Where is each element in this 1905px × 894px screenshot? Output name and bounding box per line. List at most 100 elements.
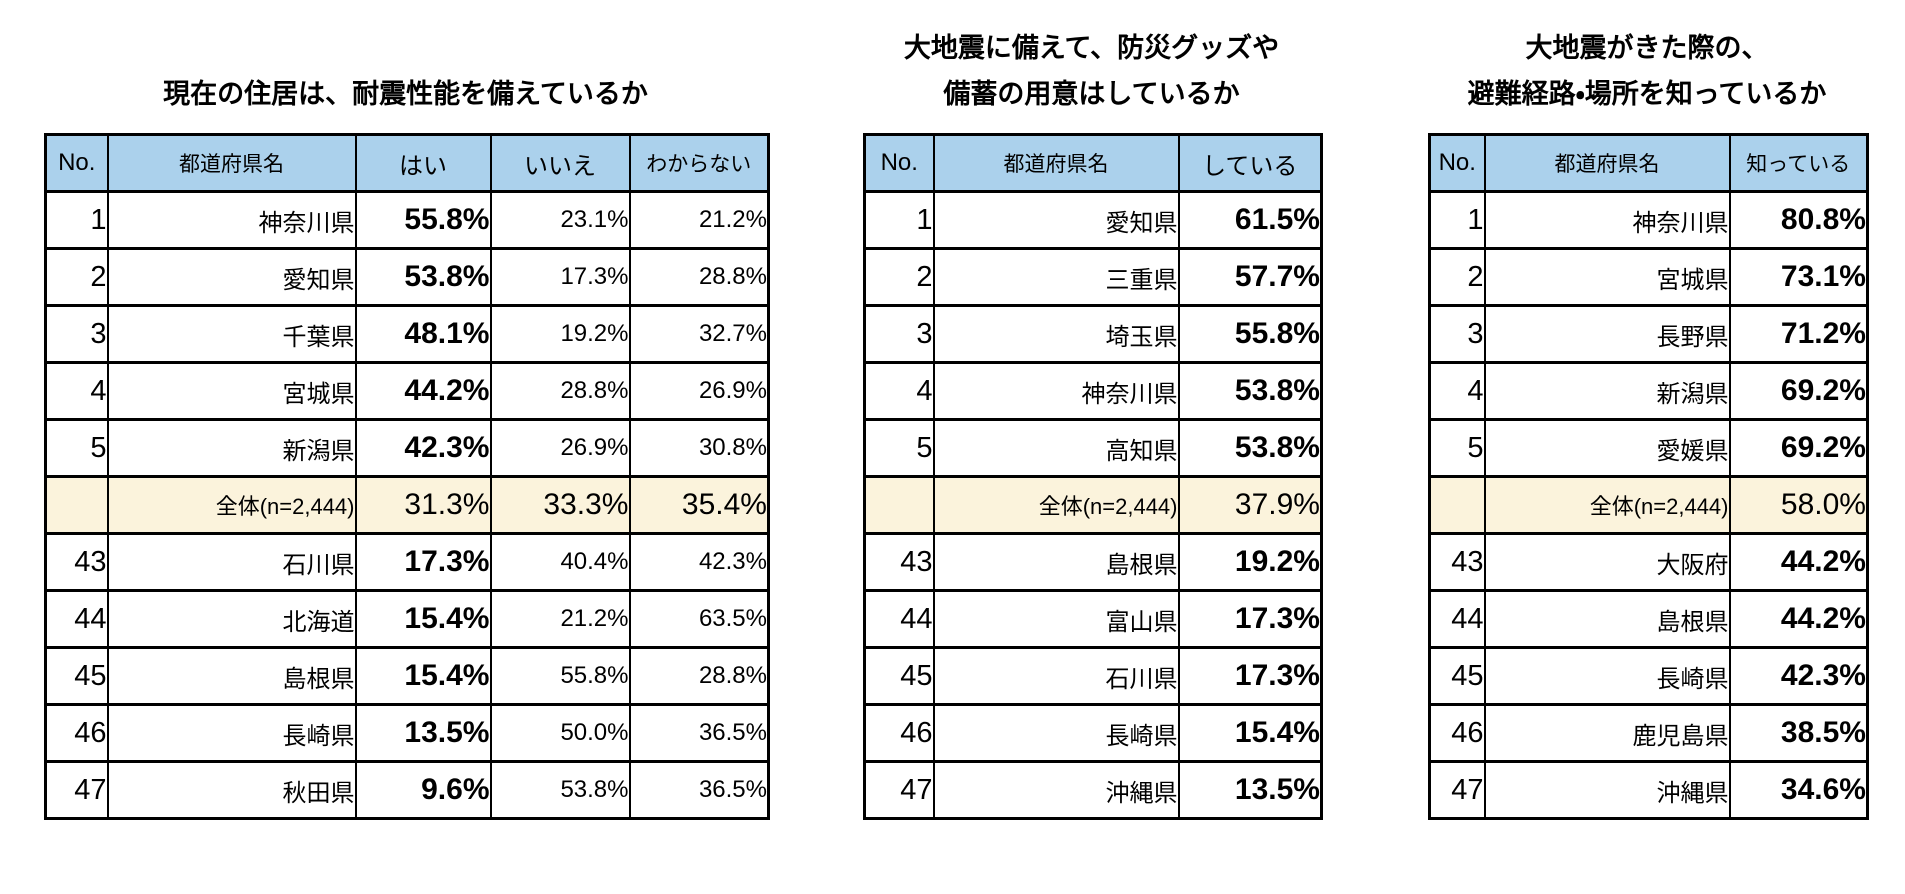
overall-label-cell: 全体(n=2,444) — [106, 475, 357, 535]
table-row: 3 埼玉県 55.8% — [863, 304, 1323, 364]
table-title: 現在の住居は、耐震性能を備えているか — [44, 0, 767, 133]
prefecture-name-cell: 愛知県 — [106, 247, 357, 307]
table-title-line: 避難経路・場所を知っているか — [1467, 79, 1827, 109]
table-row: 4 神奈川県 53.8% — [863, 361, 1323, 421]
rank-number-cell: 5 — [863, 418, 935, 478]
primary-value-cell: 31.3% — [354, 475, 492, 535]
rank-number-cell — [863, 475, 935, 535]
rank-number-cell: 44 — [1428, 589, 1486, 649]
rank-number-cell — [44, 475, 109, 535]
overall-total-row: 全体(n=2,444) 31.3% 33.3% 35.4% — [44, 475, 770, 535]
prefecture-name-cell: 長崎県 — [1483, 646, 1731, 706]
secondary-value-cell: 17.3% — [489, 247, 631, 307]
table-row: 2 愛知県 53.8% 17.3% 28.8% — [44, 247, 770, 307]
table-title-line: 大地震に備えて、防災グッズや — [903, 33, 1280, 63]
primary-value-cell: 15.4% — [354, 646, 492, 706]
primary-value-cell: 13.5% — [1177, 760, 1323, 820]
secondary-value-cell: 21.2% — [489, 589, 631, 649]
primary-value-cell: 44.2% — [354, 361, 492, 421]
secondary-value-cell: 63.5% — [628, 589, 770, 649]
primary-value-cell: 55.8% — [1177, 304, 1323, 364]
secondary-value-cell: 36.5% — [628, 703, 770, 763]
table-row: 45 石川県 17.3% — [863, 646, 1323, 706]
rank-number-cell: 46 — [863, 703, 935, 763]
prefecture-ranking-table: No. 都道府県名 している 1 愛知県 61.5% 2 三重県 57.7% 3 埼玉県 55.8% 4… — [863, 133, 1323, 820]
table-row: 44 島根県 44.2% — [1428, 589, 1869, 649]
secondary-value-cell: 26.9% — [628, 361, 770, 421]
secondary-value-cell: 28.8% — [628, 247, 770, 307]
rank-number-cell: 4 — [1428, 361, 1486, 421]
prefecture-name-cell: 愛知県 — [932, 190, 1180, 250]
table-row: 44 北海道 15.4% 21.2% 63.5% — [44, 589, 770, 649]
prefecture-name-cell: 神奈川県 — [106, 190, 357, 250]
table-title-line: 現在の住居は、耐震性能を備えているか — [163, 79, 648, 109]
primary-value-cell: 53.8% — [354, 247, 492, 307]
table-row: 5 新潟県 42.3% 26.9% 30.8% — [44, 418, 770, 478]
column-header: 都道府県名 — [932, 133, 1180, 193]
prefecture-name-cell: 大阪府 — [1483, 532, 1731, 592]
table-row: 47 沖縄県 34.6% — [1428, 760, 1869, 820]
table-row: 2 三重県 57.7% — [863, 247, 1323, 307]
rank-number-cell: 45 — [1428, 646, 1486, 706]
prefecture-name-cell: 島根県 — [932, 532, 1180, 592]
secondary-value-cell: 32.7% — [628, 304, 770, 364]
prefecture-name-cell: 三重県 — [932, 247, 1180, 307]
prefecture-name-cell: 島根県 — [106, 646, 357, 706]
table-row: 43 大阪府 44.2% — [1428, 532, 1869, 592]
rank-number-cell: 2 — [863, 247, 935, 307]
prefecture-name-cell: 高知県 — [932, 418, 1180, 478]
table-row: 4 宮城県 44.2% 28.8% 26.9% — [44, 361, 770, 421]
secondary-value-cell: 40.4% — [489, 532, 631, 592]
secondary-value-cell: 19.2% — [489, 304, 631, 364]
secondary-value-cell: 21.2% — [628, 190, 770, 250]
primary-value-cell: 69.2% — [1728, 418, 1869, 478]
column-header: いいえ — [489, 133, 631, 193]
primary-value-cell: 53.8% — [1177, 361, 1323, 421]
primary-value-cell: 44.2% — [1728, 589, 1869, 649]
primary-value-cell: 71.2% — [1728, 304, 1869, 364]
prefecture-name-cell: 富山県 — [932, 589, 1180, 649]
prefecture-name-cell: 埼玉県 — [932, 304, 1180, 364]
primary-value-cell: 15.4% — [1177, 703, 1323, 763]
primary-value-cell: 38.5% — [1728, 703, 1869, 763]
rank-number-cell: 46 — [44, 703, 109, 763]
secondary-value-cell: 28.8% — [628, 646, 770, 706]
column-header: 都道府県名 — [106, 133, 357, 193]
survey-table-block: 大地震がきた際の、 避難経路・場所を知っているか No. 都道府県名 知っている 1 神奈川… — [1428, 0, 1869, 820]
primary-value-cell: 37.9% — [1177, 475, 1323, 535]
rank-number-cell: 44 — [44, 589, 109, 649]
table-row: 2 宮城県 73.1% — [1428, 247, 1869, 307]
header-row: No. 都道府県名 している — [863, 133, 1323, 193]
table-title: 大地震に備えて、防災グッズや 備蓄の用意はしているか — [863, 0, 1320, 133]
column-header: No. — [1428, 133, 1486, 193]
rank-number-cell: 2 — [44, 247, 109, 307]
rank-number-cell: 3 — [863, 304, 935, 364]
table-row: 45 長崎県 42.3% — [1428, 646, 1869, 706]
prefecture-name-cell: 宮城県 — [106, 361, 357, 421]
table-row: 47 秋田県 9.6% 53.8% 36.5% — [44, 760, 770, 820]
prefecture-name-cell: 千葉県 — [106, 304, 357, 364]
rank-number-cell: 43 — [44, 532, 109, 592]
table-row: 46 長崎県 15.4% — [863, 703, 1323, 763]
table-row: 43 島根県 19.2% — [863, 532, 1323, 592]
rank-number-cell: 3 — [44, 304, 109, 364]
rank-number-cell: 45 — [44, 646, 109, 706]
secondary-value-cell: 26.9% — [489, 418, 631, 478]
column-header: 知っている — [1728, 133, 1869, 193]
primary-value-cell: 55.8% — [354, 190, 492, 250]
table-row: 44 富山県 17.3% — [863, 589, 1323, 649]
overall-label-cell: 全体(n=2,444) — [1483, 475, 1731, 535]
secondary-value-cell: 55.8% — [489, 646, 631, 706]
prefecture-ranking-table: No. 都道府県名 知っている 1 神奈川県 80.8% 2 宮城県 73.1% 3 長野県 71.2… — [1428, 133, 1869, 820]
primary-value-cell: 13.5% — [354, 703, 492, 763]
rank-number-cell: 47 — [1428, 760, 1486, 820]
rank-number-cell: 47 — [44, 760, 109, 820]
primary-value-cell: 44.2% — [1728, 532, 1869, 592]
overall-total-row: 全体(n=2,444) 37.9% — [863, 475, 1323, 535]
primary-value-cell: 15.4% — [354, 589, 492, 649]
rank-number-cell: 3 — [1428, 304, 1486, 364]
table-row: 46 長崎県 13.5% 50.0% 36.5% — [44, 703, 770, 763]
rank-number-cell: 1 — [1428, 190, 1486, 250]
header-row: No. 都道府県名 知っている — [1428, 133, 1869, 193]
survey-table-block: 大地震に備えて、防災グッズや 備蓄の用意はしているか No. 都道府県名 している 1 愛知… — [863, 0, 1323, 820]
